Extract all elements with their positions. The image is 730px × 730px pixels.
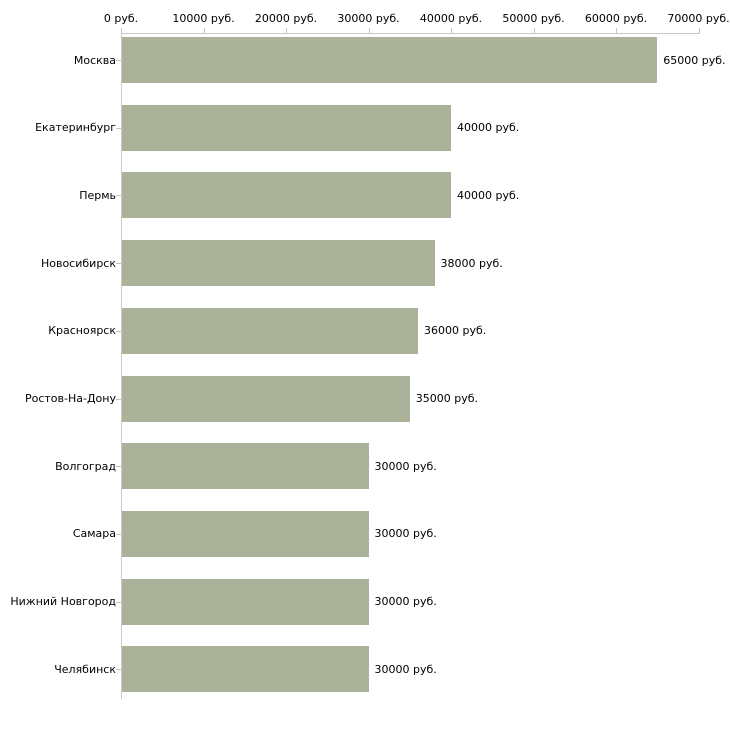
- category-label: Красноярск: [48, 324, 116, 338]
- category-label: Самара: [72, 527, 116, 541]
- category-label: Екатеринбург: [35, 121, 116, 135]
- category-label: Нижний Новгород: [10, 595, 116, 609]
- category-tick-mark: [116, 533, 121, 535]
- category-tick-mark: [116, 127, 121, 129]
- bar-value-label: 40000 руб.: [457, 121, 520, 135]
- category-tick-mark: [116, 330, 121, 332]
- x-axis-tick-label: 30000 руб.: [337, 12, 400, 25]
- x-axis-tick-mark: [368, 28, 370, 34]
- x-axis-tick-label: 70000 руб.: [667, 12, 730, 25]
- x-axis-tick-mark: [616, 28, 617, 34]
- x-axis-tick-label: 40000 руб.: [419, 12, 483, 25]
- x-axis-tick-label: 60000 руб.: [584, 12, 648, 25]
- x-axis-line: [121, 33, 699, 34]
- bar-value-label: 30000 руб.: [374, 459, 437, 473]
- bar-value-label: 30000 руб.: [374, 662, 437, 676]
- bar-value-label: 65000 руб.: [663, 53, 726, 67]
- x-axis-tick-label: 0 руб.: [103, 12, 139, 25]
- bar-10: [122, 646, 369, 693]
- category-label: Новосибирск: [40, 256, 116, 270]
- category-label: Челябинск: [54, 662, 116, 676]
- category-tick-mark: [116, 669, 121, 671]
- x-axis-tick-label: 20000 руб.: [254, 12, 318, 25]
- category-label: Волгоград: [55, 459, 116, 473]
- bar-4: [122, 240, 435, 287]
- bar-value-label: 35000 руб.: [415, 392, 479, 405]
- category-tick-mark: [116, 466, 121, 468]
- bar-9: [122, 578, 369, 625]
- category-tick-mark: [116, 60, 121, 61]
- x-axis-tick-mark: [203, 28, 205, 34]
- bar-value-label: 36000 руб.: [424, 324, 487, 338]
- bar-value-label: 30000 руб.: [374, 527, 437, 541]
- y-axis-line: [121, 33, 122, 699]
- category-tick-mark: [116, 195, 121, 197]
- category-label: Москва: [73, 53, 116, 67]
- bar-2: [122, 104, 451, 151]
- x-axis-tick-mark: [286, 28, 287, 34]
- bar-5: [122, 307, 418, 354]
- category-tick-mark: [116, 398, 121, 400]
- x-axis-tick-mark: [698, 28, 700, 34]
- bar-value-label: 40000 руб.: [457, 188, 520, 202]
- x-axis-tick-mark: [451, 28, 452, 34]
- bar-3: [122, 172, 451, 219]
- bar-7: [122, 443, 369, 490]
- bar-1: [122, 37, 658, 83]
- category-label: Ростов-На-Дону: [24, 392, 116, 405]
- bar-8: [122, 510, 369, 557]
- category-tick-mark: [116, 263, 121, 265]
- x-axis-tick-label: 10000 руб.: [172, 12, 235, 25]
- category-tick-mark: [116, 601, 121, 603]
- x-axis-tick-mark: [121, 28, 122, 34]
- bar-value-label: 38000 руб.: [440, 256, 503, 270]
- x-axis-tick-mark: [533, 28, 535, 34]
- x-axis-tick-label: 50000 руб.: [502, 12, 565, 25]
- category-label: Пермь: [79, 188, 116, 202]
- bar-6: [122, 375, 410, 422]
- bar-value-label: 30000 руб.: [374, 595, 437, 609]
